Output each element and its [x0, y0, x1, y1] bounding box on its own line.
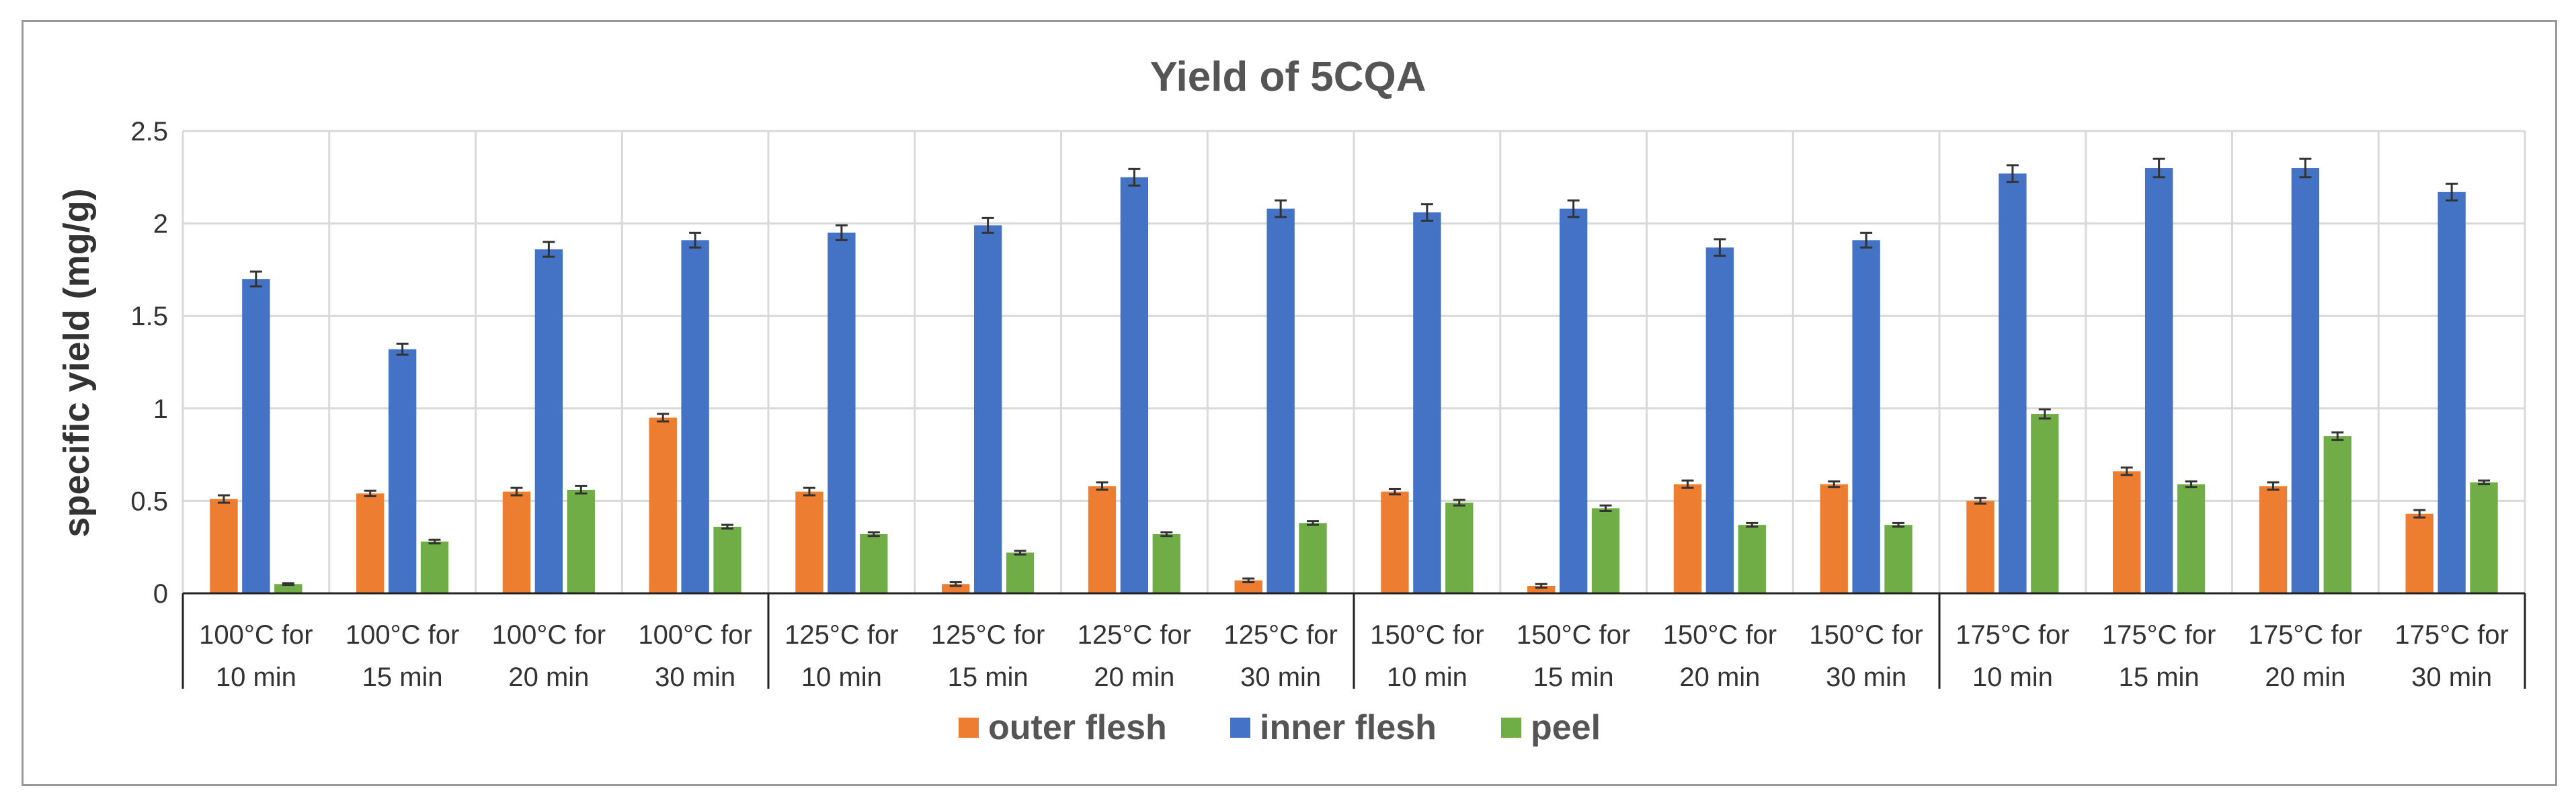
bar-outer-flesh — [1966, 501, 1995, 593]
bar-peel — [420, 541, 449, 593]
bar-outer-flesh — [1234, 580, 1262, 593]
bar-outer-flesh — [1820, 484, 1848, 593]
bar-inner-flesh — [681, 240, 709, 593]
bar-inner-flesh — [2438, 191, 2466, 593]
bar-inner-flesh — [388, 349, 417, 593]
bar-inner-flesh — [1852, 240, 1880, 593]
bar-outer-flesh — [210, 499, 238, 593]
bar-inner-flesh — [1120, 177, 1149, 593]
x-tick-label: 15 min — [948, 663, 1029, 692]
bar-inner-flesh — [2144, 168, 2173, 594]
bar-peel — [1006, 552, 1035, 593]
bar-outer-flesh — [942, 584, 970, 593]
x-tick-label: 20 min — [2265, 663, 2345, 692]
bar-peel — [274, 584, 303, 593]
x-tick-label: 10 min — [1387, 663, 1467, 692]
bar-outer-flesh — [649, 417, 677, 593]
bar-peel — [567, 489, 595, 593]
x-tick-label: 175°C for — [2102, 620, 2216, 650]
bar-inner-flesh — [828, 232, 856, 593]
bar-peel — [1738, 525, 1766, 593]
x-tick-label: 15 min — [362, 663, 443, 692]
legend-label: peel — [1531, 708, 1601, 747]
chart-title: Yield of 5CQA — [1150, 54, 1426, 100]
x-tick-label: 10 min — [216, 663, 296, 692]
legend-label: inner flesh — [1260, 708, 1437, 747]
x-tick-label: 30 min — [1826, 663, 1906, 692]
bar-outer-flesh — [2405, 513, 2433, 593]
bar-inner-flesh — [242, 279, 270, 593]
bar-outer-flesh — [502, 491, 531, 593]
bar-peel — [713, 526, 741, 593]
x-tick-label: 30 min — [2411, 663, 2492, 692]
axes: 0 0.5 1 1.5 2 2.5 100°C for 10 min 100°C for 15 m… — [130, 117, 2526, 692]
grid-lines — [182, 130, 2526, 593]
x-tick-label: 10 min — [1972, 663, 2053, 692]
y-tick-label: 1.5 — [130, 302, 168, 331]
y-tick-label: 1 — [153, 394, 168, 424]
bar-inner-flesh — [1266, 208, 1295, 594]
bar-inner-flesh — [1559, 208, 1588, 594]
bar-peel — [860, 534, 888, 593]
bar-outer-flesh — [1673, 484, 1702, 593]
bar-inner-flesh — [2291, 168, 2320, 594]
bar-peel — [1445, 503, 1474, 593]
x-tick-label: 20 min — [1679, 663, 1760, 692]
x-tick-label: 175°C for — [2394, 620, 2508, 650]
x-tick-label: 125°C for — [1223, 620, 1337, 650]
bar-peel — [2177, 484, 2206, 593]
x-tick-label: 10 min — [801, 663, 882, 692]
bar-peel — [2323, 436, 2351, 593]
legend-swatch — [959, 718, 979, 738]
y-tick-label: 0 — [153, 579, 168, 609]
x-tick-label: 150°C for — [1517, 620, 1630, 650]
x-tick-label: 150°C for — [1809, 620, 1923, 650]
x-tick-label: 175°C for — [2249, 620, 2362, 650]
bar-peel — [1591, 508, 1620, 593]
bar-peel — [1299, 523, 1327, 593]
bar-inner-flesh — [534, 249, 563, 593]
x-tick-label: 100°C for — [346, 620, 459, 650]
x-tick-label: 125°C for — [1078, 620, 1191, 650]
x-tick-label: 15 min — [2119, 663, 2200, 692]
x-tick-label: 100°C for — [492, 620, 606, 650]
bar-outer-flesh — [1381, 491, 1409, 593]
y-tick-label: 0.5 — [130, 486, 168, 516]
y-tick-label: 2.5 — [130, 117, 168, 146]
legend-swatch — [1230, 718, 1250, 738]
bar-inner-flesh — [973, 225, 1002, 593]
x-tick-label: 20 min — [1094, 663, 1174, 692]
bar-outer-flesh — [1527, 585, 1556, 593]
x-tick-label: 150°C for — [1370, 620, 1484, 650]
bar-outer-flesh — [2113, 471, 2141, 593]
x-tick-label: 15 min — [1533, 663, 1614, 692]
x-tick-label: 150°C for — [1663, 620, 1777, 650]
legend-label: outer flesh — [988, 708, 1167, 747]
y-tick-label: 2 — [153, 210, 168, 239]
bar-outer-flesh — [2259, 486, 2288, 593]
bar-outer-flesh — [795, 491, 823, 593]
x-tick-label: 30 min — [1240, 663, 1321, 692]
x-tick-label: 100°C for — [199, 620, 313, 650]
x-tick-label: 30 min — [655, 663, 735, 692]
x-tick-label: 175°C for — [1956, 620, 2069, 650]
legend: outer flesh inner flesh peel — [959, 708, 1601, 747]
bar-outer-flesh — [1088, 486, 1117, 593]
bar-peel — [2031, 414, 2059, 593]
x-tick-label: 125°C for — [784, 620, 898, 650]
x-tick-label: 100°C for — [638, 620, 752, 650]
bar-outer-flesh — [356, 493, 385, 593]
bar-peel — [1884, 525, 1913, 593]
bar-peel — [2470, 482, 2498, 593]
bar-inner-flesh — [1413, 212, 1441, 593]
bar-peel — [1152, 534, 1180, 593]
bar-inner-flesh — [1705, 247, 1734, 594]
bars — [210, 157, 2498, 594]
x-tick-label: 20 min — [508, 663, 589, 692]
y-axis-label: specific yield (mg/g) — [56, 188, 97, 537]
bar-inner-flesh — [1999, 173, 2027, 593]
legend-swatch — [1501, 718, 1521, 738]
x-tick-label: 125°C for — [931, 620, 1045, 650]
